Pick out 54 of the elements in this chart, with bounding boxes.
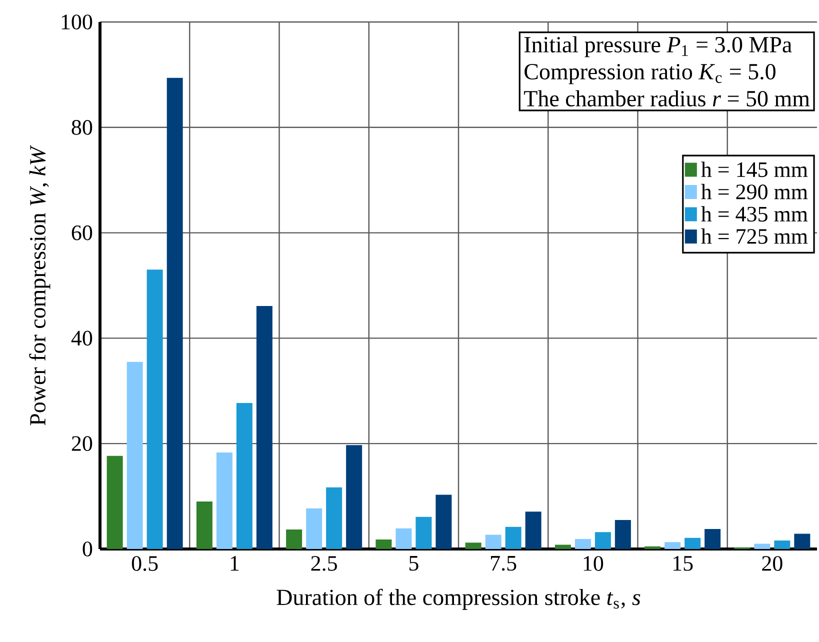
bar xyxy=(774,540,790,549)
bar xyxy=(376,540,392,549)
x-axis-title: Duration of the compression stroke t$_{s}$, s xyxy=(276,588,640,610)
bar xyxy=(614,520,631,549)
annotation: Compression ratio K$_{c}$ = 5.0 xyxy=(524,64,776,84)
x-tick-label: 7.5 xyxy=(491,556,516,571)
y-tick-label: 20 xyxy=(72,436,92,452)
bar xyxy=(166,78,183,549)
bar xyxy=(664,542,681,549)
bar xyxy=(574,538,591,549)
bar xyxy=(416,516,432,549)
bar xyxy=(704,528,721,549)
bar xyxy=(594,532,611,549)
y-tick-label: 80 xyxy=(72,120,92,135)
x-tick-label: 0.5 xyxy=(132,556,158,571)
bar xyxy=(644,546,661,549)
bar xyxy=(106,456,123,549)
legend-label: h = 435 mm xyxy=(701,206,808,222)
bar xyxy=(684,538,701,549)
y-tick-label: 40 xyxy=(71,330,92,346)
bar xyxy=(196,502,212,549)
annotation: The chamber radius r = 50 mm xyxy=(524,90,810,106)
bar xyxy=(554,544,571,549)
bar xyxy=(794,534,810,549)
bar xyxy=(126,362,143,549)
bar xyxy=(525,512,542,549)
bar xyxy=(396,528,412,549)
annotation: Initial pressure P$_{1}$ = 3.0 MPa xyxy=(524,36,792,58)
bar xyxy=(505,526,522,549)
legend-label: h = 290 mm xyxy=(701,184,808,200)
bar xyxy=(216,452,232,549)
bar xyxy=(286,529,302,549)
x-tick-label: 5 xyxy=(409,556,418,571)
bar xyxy=(326,487,342,549)
y-tick-label: 0 xyxy=(82,542,92,556)
x-tick-label: 10 xyxy=(584,556,604,571)
x-tick-label: 20 xyxy=(762,556,782,571)
x-tick-label: 1 xyxy=(230,556,239,571)
x-tick-label: 2.5 xyxy=(311,556,337,571)
bar xyxy=(465,542,482,549)
y-tick-label: 60 xyxy=(72,225,92,240)
bar xyxy=(346,445,362,549)
bar xyxy=(306,508,322,549)
bar xyxy=(754,544,770,549)
x-tick-label: 15 xyxy=(674,556,693,571)
bar xyxy=(436,494,452,549)
bar xyxy=(236,403,252,549)
legend-label: h = 145 mm xyxy=(701,162,808,178)
y-axis-title: Power for compression W, kW xyxy=(29,145,50,426)
bar xyxy=(485,534,502,549)
legend-label: h = 725 mm xyxy=(701,228,808,244)
bar xyxy=(146,270,163,549)
bar xyxy=(256,306,272,549)
y-tick-label: 100 xyxy=(62,14,92,30)
